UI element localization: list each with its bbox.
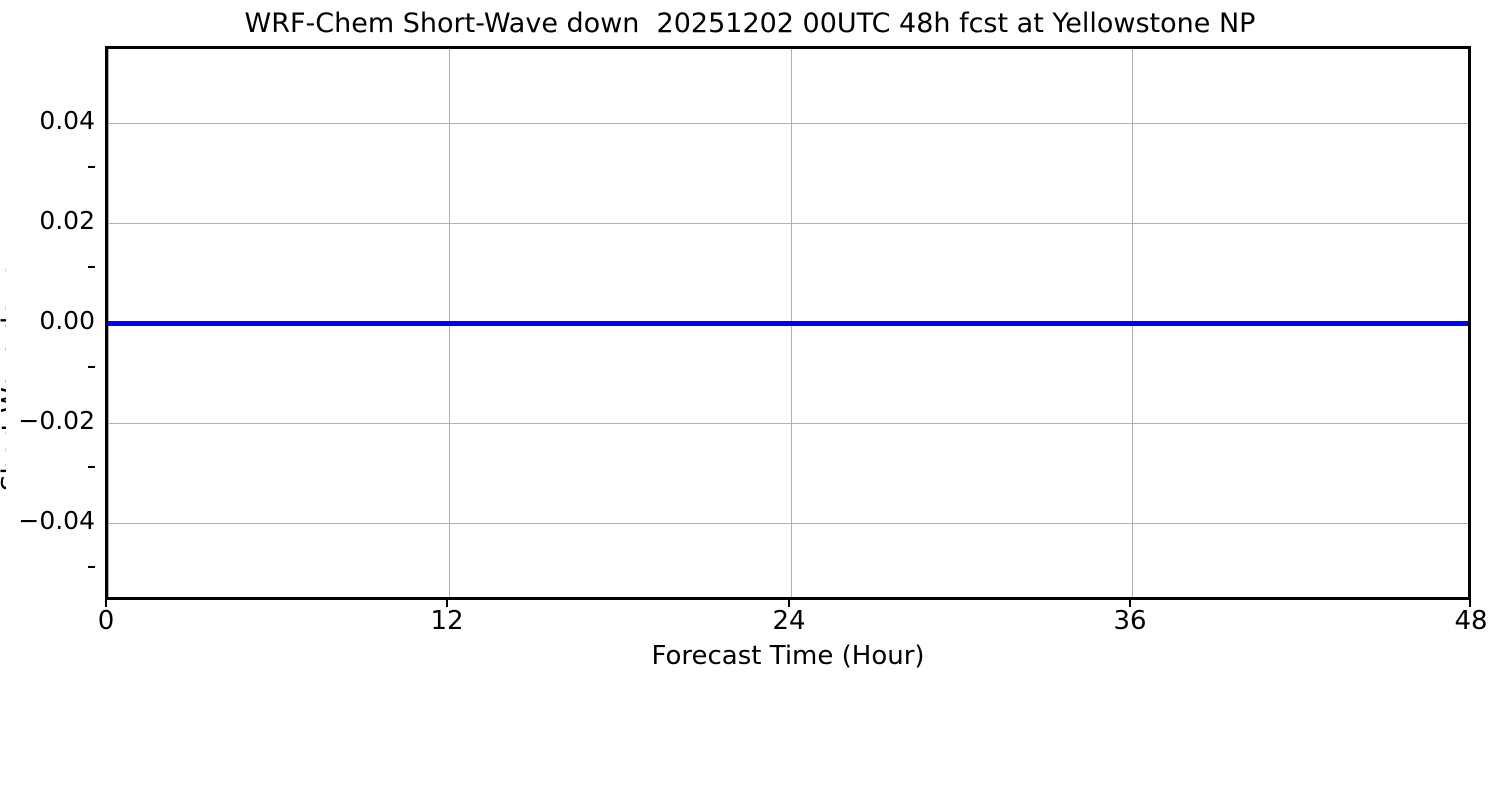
y-tick-label-0.02: 0.02 — [39, 206, 95, 235]
data-series-layer — [108, 49, 1468, 597]
series-line-short-wave-down — [108, 320, 1468, 326]
y-tick-mark-0.04 — [88, 166, 95, 168]
y-axis-ticks: 0.04 0.02 0.00 −0.02 −0.04 — [0, 46, 95, 600]
x-tick-label-48: 48 — [1454, 606, 1488, 636]
x-tick-label-0: 0 — [97, 606, 115, 636]
y-tick-mark--0.02 — [88, 466, 95, 468]
x-axis-tick-marks — [105, 600, 1471, 608]
x-tick-label-36: 36 — [1113, 606, 1147, 636]
y-tick-mark--0.04 — [88, 566, 95, 568]
x-tick-mark-12 — [446, 600, 448, 607]
chart-title: WRF-Chem Short-Wave down 20251202 00UTC … — [244, 8, 1256, 39]
y-tick-label--0.04: −0.04 — [18, 506, 95, 535]
x-axis-title: Forecast Time (Hour) — [651, 641, 925, 671]
x-tick-label-24: 24 — [772, 606, 806, 636]
x-tick-label-12: 12 — [430, 606, 464, 636]
gridline-horizontal--0.02 — [108, 423, 1468, 424]
plot-area — [105, 46, 1471, 600]
y-tick-mark-0.02 — [88, 266, 95, 268]
y-axis-title: Short-Wave down — [0, 263, 6, 491]
y-tick-label--0.02: −0.02 — [18, 406, 95, 435]
y-tick-label-0.00: 0.00 — [39, 306, 95, 335]
x-tick-mark-36 — [1129, 600, 1131, 607]
x-tick-mark-0 — [105, 600, 107, 607]
gridline-horizontal--0.04 — [108, 523, 1468, 524]
y-tick-label-0.04: 0.04 — [39, 106, 95, 135]
y-tick-mark-0.00 — [88, 366, 95, 368]
x-tick-mark-24 — [788, 600, 790, 607]
x-tick-mark-48 — [1469, 600, 1471, 607]
x-axis-ticks: 0 12 24 36 48 — [0, 605, 1500, 641]
gridline-horizontal-0.04 — [108, 123, 1468, 124]
gridline-horizontal-0.02 — [108, 223, 1468, 224]
y-axis-title-clip: Short-Wave down — [0, 46, 6, 600]
